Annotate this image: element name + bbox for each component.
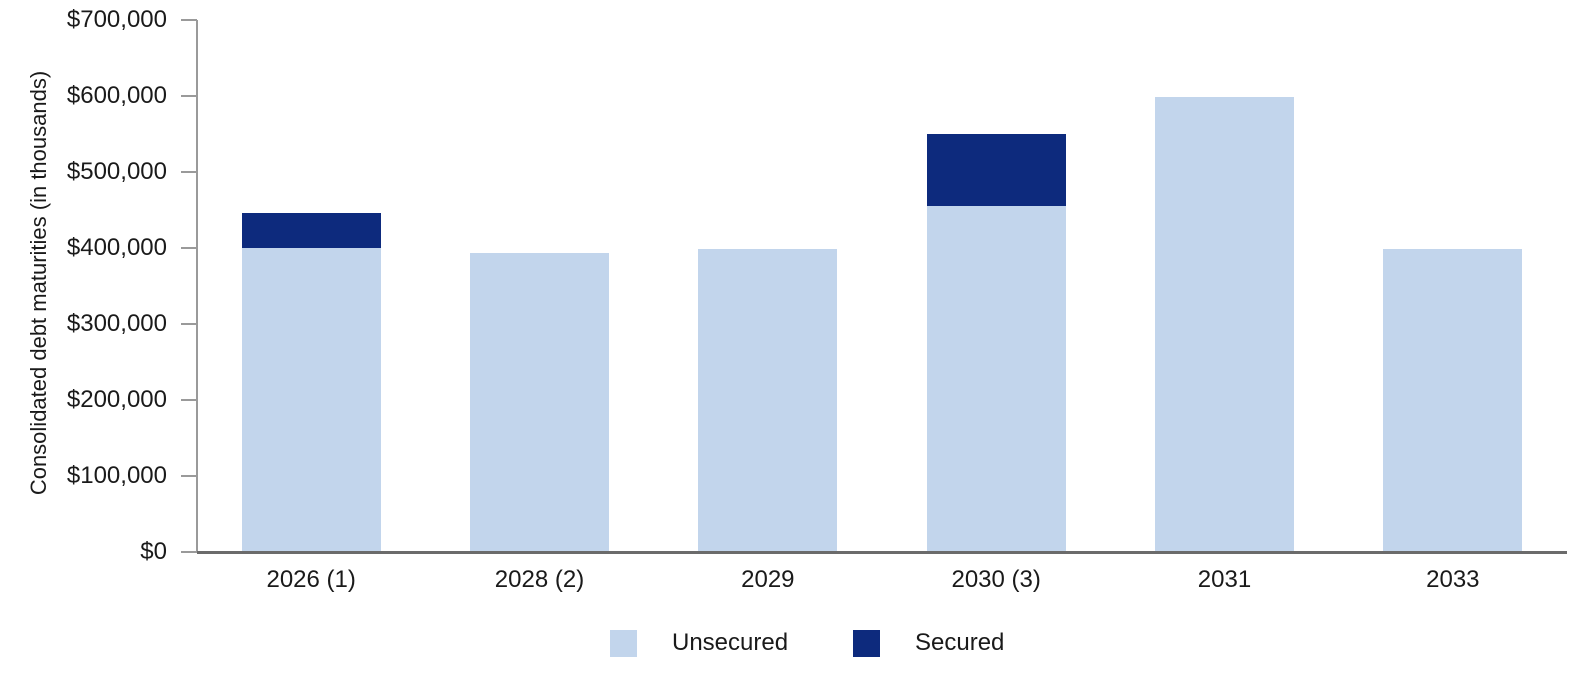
y-tick-label: $500,000	[66, 158, 167, 185]
plot-area	[197, 20, 1567, 552]
bar-segment-unsecured-20282	[470, 253, 609, 552]
legend-label-unsecured: Unsecured	[672, 629, 789, 656]
y-tick-label: $700,000	[66, 6, 167, 33]
y-tick-label: $100,000	[66, 462, 167, 489]
x-axis-label: 2026 (1)	[266, 566, 356, 593]
secured-swatch-icon	[853, 630, 880, 657]
bar-segment-secured-20261	[241, 213, 381, 248]
x-axis-label: 2028 (2)	[494, 566, 585, 593]
legend-label-secured: Secured	[915, 629, 1005, 656]
y-tick-mark	[181, 95, 197, 97]
x-axis-label: 2033	[1426, 566, 1480, 593]
y-tick-label: $300,000	[66, 310, 167, 337]
y-tick-mark	[181, 19, 197, 21]
x-axis-label: 2031	[1197, 566, 1252, 593]
y-tick-label: $200,000	[66, 386, 167, 413]
x-axis-line	[197, 551, 1567, 554]
bar-segment-unsecured-20261	[241, 248, 381, 552]
y-tick-label: $400,000	[66, 234, 167, 261]
y-tick-label: $600,000	[66, 82, 167, 109]
bar-segment-unsecured-2033	[1383, 248, 1523, 552]
x-axis-label: 2030 (3)	[951, 566, 1041, 593]
y-tick-mark	[181, 323, 197, 325]
y-tick-mark	[181, 475, 197, 477]
x-axis-label: 2029	[741, 566, 795, 593]
bar-segment-secured-20303	[926, 134, 1066, 207]
y-tick-mark	[181, 551, 197, 553]
bar-segment-unsecured-2029	[698, 248, 838, 552]
y-axis-title: Consolidated debt maturities (in thousan…	[26, 70, 51, 496]
legend: Unsecured Secured	[0, 628, 1586, 662]
y-tick-label: $0	[140, 538, 167, 565]
y-tick-mark	[181, 399, 197, 401]
bar-segment-unsecured-2031	[1155, 96, 1294, 552]
y-tick-mark	[181, 171, 197, 173]
bar-segment-unsecured-20303	[926, 206, 1066, 552]
y-tick-mark	[181, 247, 197, 249]
y-axis-line	[196, 20, 198, 553]
unsecured-swatch-icon	[610, 630, 637, 657]
